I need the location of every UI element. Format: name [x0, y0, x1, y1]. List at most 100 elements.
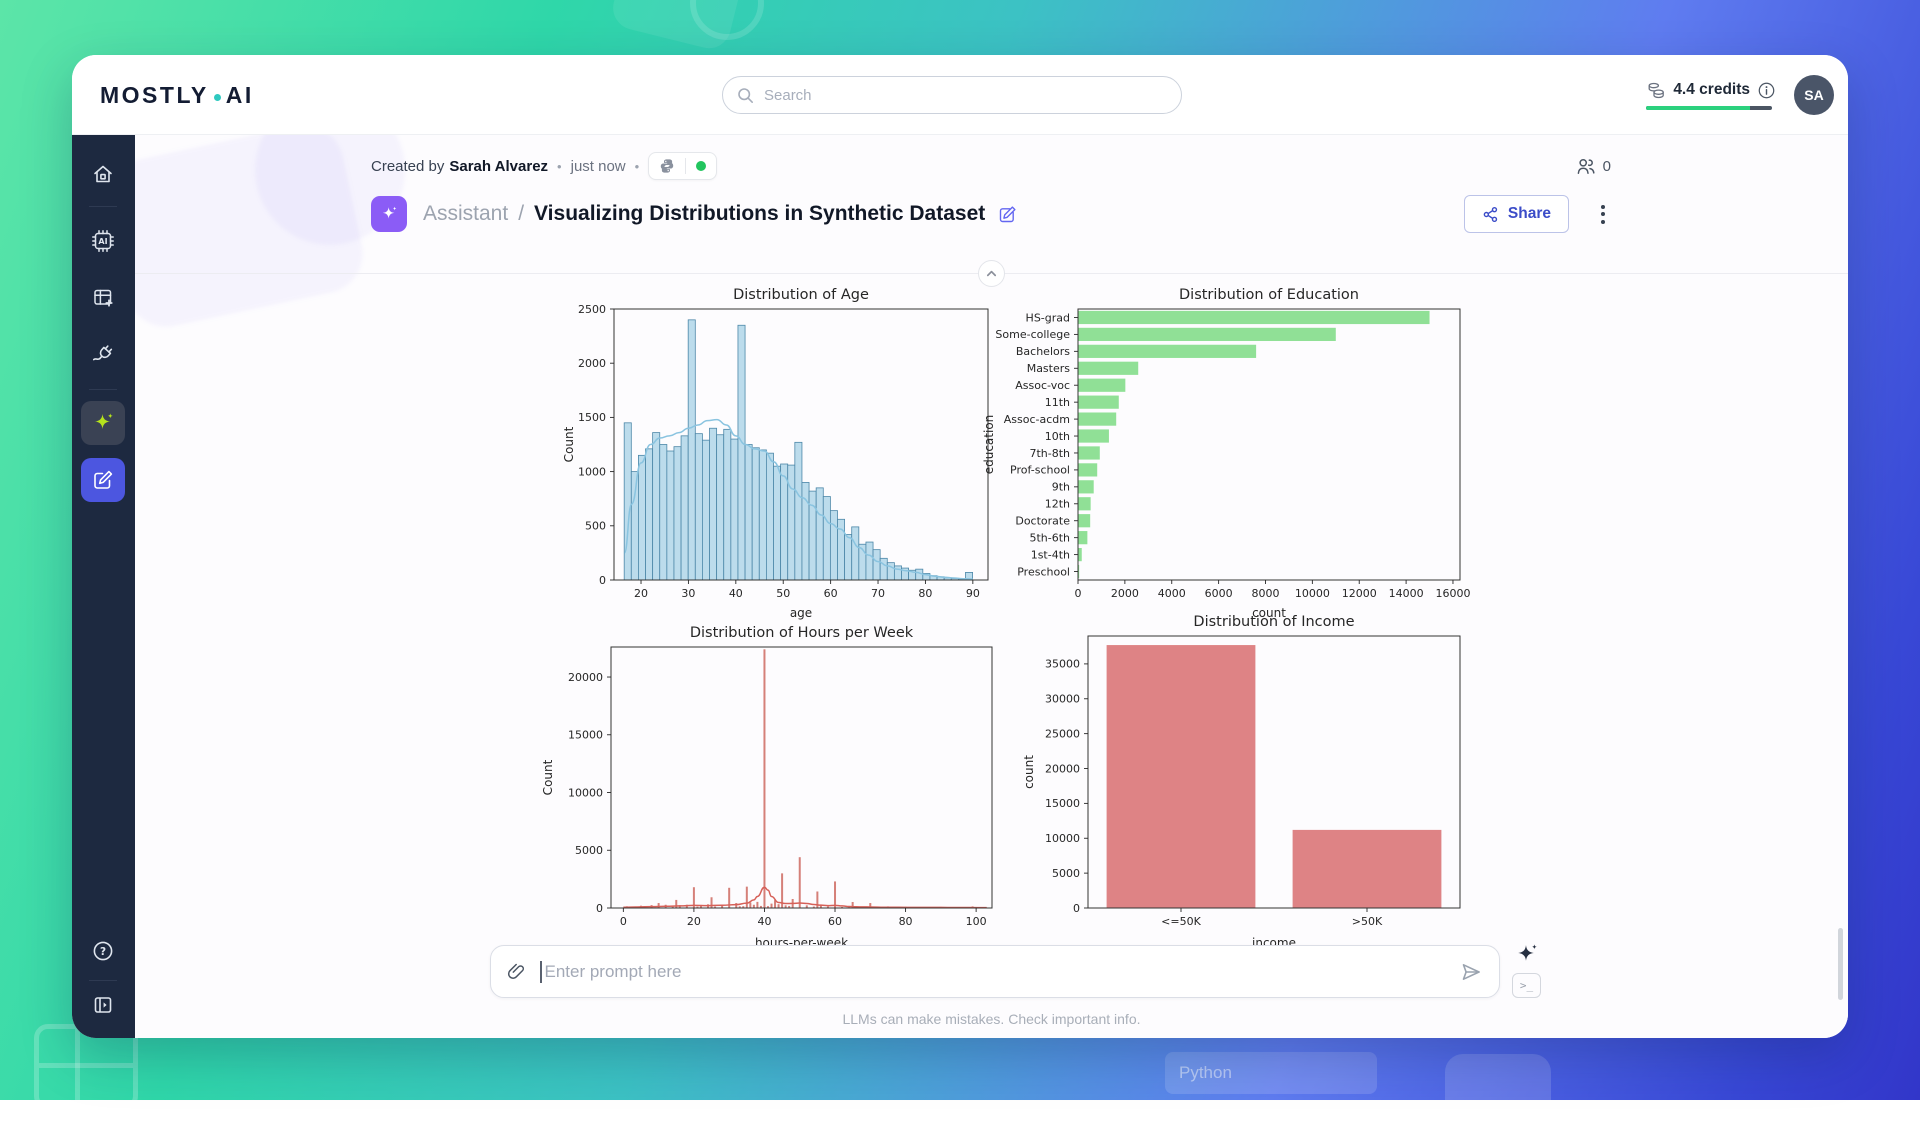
svg-text:16000: 16000: [1435, 587, 1470, 600]
scrollbar-thumb[interactable]: [1838, 928, 1843, 1000]
svg-text:100: 100: [966, 915, 987, 928]
viewers-count: 0: [1603, 158, 1611, 175]
svg-text:20000: 20000: [1045, 762, 1080, 775]
python-icon: [659, 158, 675, 174]
svg-text:education: education: [982, 415, 996, 475]
svg-text:1000: 1000: [578, 465, 606, 478]
svg-text:30: 30: [681, 587, 695, 600]
svg-text:>50K: >50K: [1352, 915, 1383, 928]
svg-text:0: 0: [1073, 902, 1080, 915]
svg-text:Doctorate: Doctorate: [1015, 515, 1070, 528]
more-options-button[interactable]: [1595, 199, 1611, 230]
svg-text:12th: 12th: [1045, 498, 1070, 511]
svg-text:5th-6th: 5th-6th: [1029, 531, 1070, 544]
svg-text:age: age: [790, 606, 812, 620]
info-icon[interactable]: [1757, 81, 1776, 100]
mostly-ai-logo[interactable]: MOSTLY AI: [100, 82, 254, 109]
svg-text:10000: 10000: [568, 786, 603, 799]
terminal-button[interactable]: >_: [1512, 973, 1541, 998]
svg-text:500: 500: [585, 520, 606, 533]
breadcrumb[interactable]: Assistant: [423, 202, 508, 226]
main-content: Created by Sarah Alvarez • just now •: [135, 135, 1848, 1038]
credits-widget[interactable]: 4.4 credits: [1646, 80, 1776, 110]
badge-divider: [685, 158, 686, 174]
table-plus-icon: [90, 285, 116, 311]
home-icon: [90, 161, 116, 187]
svg-text:14000: 14000: [1389, 587, 1424, 600]
viewers-counter: 0: [1575, 156, 1611, 177]
svg-text:Assoc-acdm: Assoc-acdm: [1004, 413, 1070, 426]
svg-text:count: count: [1022, 755, 1036, 789]
status-green-dot: [696, 161, 706, 171]
attach-file-button[interactable]: [507, 961, 528, 982]
education-distribution-chart: HS-gradSome-collegeBachelorsMastersAssoc…: [980, 283, 1472, 626]
svg-text:0: 0: [596, 902, 603, 915]
help-icon: ?: [90, 938, 116, 964]
page-title: Visualizing Distributions in Synthetic D…: [534, 202, 985, 226]
people-icon: [1575, 156, 1596, 177]
plug-icon: [90, 342, 116, 368]
credits-progress-fill: [1646, 106, 1749, 110]
income-distribution-chart: <=50K>50K0500010000150002000025000300003…: [1020, 614, 1470, 956]
sidebar-item-models[interactable]: AI: [81, 219, 125, 263]
search-bar[interactable]: [722, 76, 1182, 114]
svg-text:Count: Count: [541, 759, 555, 795]
topbar-right-group: 4.4 credits SA: [1646, 55, 1834, 135]
sidebar-item-datasets[interactable]: [81, 276, 125, 320]
svg-text:Assoc-voc: Assoc-voc: [1015, 379, 1070, 392]
edit-title-button[interactable]: [997, 204, 1018, 225]
svg-text:2000: 2000: [578, 357, 606, 370]
python-runtime-badge[interactable]: [648, 152, 717, 180]
sidebar-item-assistant[interactable]: [81, 401, 125, 445]
svg-text:HS-grad: HS-grad: [1026, 311, 1070, 324]
sparkle-icon: [90, 410, 116, 436]
search-input[interactable]: [764, 87, 1167, 104]
svg-text:1500: 1500: [578, 411, 606, 424]
edit-square-icon: [90, 467, 116, 493]
svg-text:0: 0: [620, 915, 627, 928]
svg-text:30000: 30000: [1045, 693, 1080, 706]
breadcrumb-separator: /: [518, 202, 524, 226]
prompt-input[interactable]: [545, 962, 1460, 982]
svg-text:60: 60: [828, 915, 842, 928]
separator-dot: •: [635, 159, 640, 174]
sidebar-item-connectors[interactable]: [81, 333, 125, 377]
sidebar-item-home[interactable]: [81, 152, 125, 196]
sidebar-item-help[interactable]: ?: [81, 929, 125, 973]
svg-text:10000: 10000: [1295, 587, 1330, 600]
user-avatar[interactable]: SA: [1794, 75, 1834, 115]
top-bar: MOSTLY AI: [72, 55, 1848, 135]
sidebar-collapse-button[interactable]: [81, 983, 125, 1027]
svg-text:60: 60: [824, 587, 838, 600]
background-decor-box: [1150, 1102, 1394, 1128]
svg-text:80: 80: [899, 915, 913, 928]
svg-text:0: 0: [599, 574, 606, 587]
background-python-label: Python: [1179, 1063, 1232, 1083]
svg-text:10000: 10000: [1045, 832, 1080, 845]
created-by-label: Created by: [371, 158, 444, 175]
svg-text:7th-8th: 7th-8th: [1029, 447, 1070, 460]
svg-text:20: 20: [687, 915, 701, 928]
svg-text:50: 50: [776, 587, 790, 600]
sidebar-divider: [89, 389, 117, 390]
llm-disclaimer: LLMs can make mistakes. Check important …: [135, 1011, 1848, 1027]
svg-text:70: 70: [871, 587, 885, 600]
svg-text:Masters: Masters: [1027, 362, 1071, 375]
background-decor-rounded-square: [1445, 1054, 1551, 1124]
ai-chip-icon: AI: [90, 228, 116, 254]
svg-text:?: ?: [100, 946, 106, 958]
text-caret: [540, 961, 542, 983]
logo-text-left: MOSTLY: [100, 82, 209, 109]
share-button[interactable]: Share: [1464, 195, 1569, 233]
collapse-header-button[interactable]: [978, 260, 1005, 287]
coins-icon: [1646, 80, 1666, 100]
send-button[interactable]: [1459, 960, 1483, 984]
prompt-composer[interactable]: [490, 945, 1500, 998]
sidebar-item-editor[interactable]: [81, 458, 125, 502]
separator-dot: •: [557, 159, 562, 174]
svg-text:35000: 35000: [1045, 658, 1080, 671]
assistant-sparkle-button[interactable]: [1513, 941, 1540, 973]
svg-text:8000: 8000: [1251, 587, 1279, 600]
app-window: MOSTLY AI: [72, 55, 1848, 1038]
